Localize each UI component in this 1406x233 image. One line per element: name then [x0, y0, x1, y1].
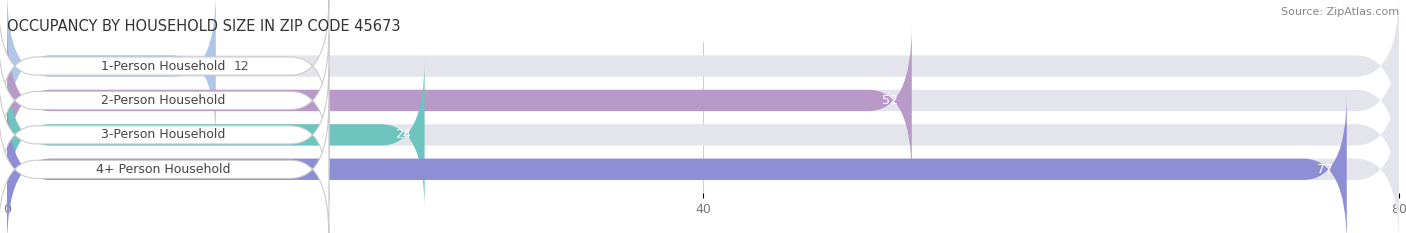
Text: 12: 12 [233, 60, 249, 72]
FancyBboxPatch shape [7, 25, 912, 176]
Text: 52: 52 [882, 94, 898, 107]
FancyBboxPatch shape [7, 59, 425, 210]
Text: OCCUPANCY BY HOUSEHOLD SIZE IN ZIP CODE 45673: OCCUPANCY BY HOUSEHOLD SIZE IN ZIP CODE … [7, 19, 401, 34]
FancyBboxPatch shape [0, 68, 329, 202]
FancyBboxPatch shape [0, 34, 329, 167]
FancyBboxPatch shape [0, 103, 329, 233]
Text: 24: 24 [395, 128, 411, 141]
FancyBboxPatch shape [7, 0, 1399, 141]
FancyBboxPatch shape [0, 0, 329, 133]
Text: 4+ Person Household: 4+ Person Household [97, 163, 231, 176]
Text: 1-Person Household: 1-Person Household [101, 60, 226, 72]
Text: 77: 77 [1317, 163, 1333, 176]
FancyBboxPatch shape [7, 0, 217, 141]
FancyBboxPatch shape [7, 94, 1399, 233]
Text: 2-Person Household: 2-Person Household [101, 94, 226, 107]
Text: 3-Person Household: 3-Person Household [101, 128, 226, 141]
FancyBboxPatch shape [7, 59, 1399, 210]
FancyBboxPatch shape [7, 94, 1347, 233]
FancyBboxPatch shape [7, 25, 1399, 176]
Text: Source: ZipAtlas.com: Source: ZipAtlas.com [1281, 7, 1399, 17]
